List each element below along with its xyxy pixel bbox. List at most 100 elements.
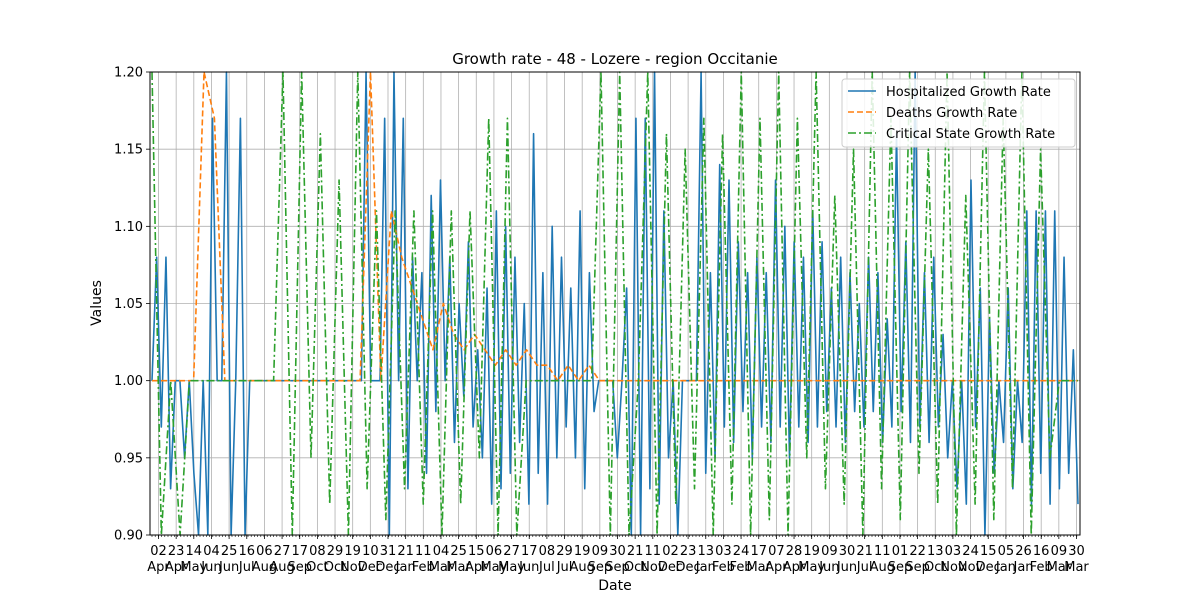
x-tick-month-label: May — [480, 560, 507, 575]
x-tick-day-label: 09 — [821, 544, 838, 559]
x-tick-month-label: May — [180, 560, 207, 575]
x-tick-month-label: Sep — [287, 560, 312, 575]
series-line-2 — [152, 71, 1078, 382]
x-tick-month-label: Apr — [465, 560, 488, 575]
x-tick-month-label: Dec — [658, 560, 683, 575]
x-tick-month-label: Aug — [569, 560, 594, 575]
x-tick-month-label: Sep — [888, 560, 913, 575]
x-tick-day-label: 02 — [150, 544, 167, 559]
x-tick-day-label: 06 — [256, 544, 273, 559]
x-tick-day-label: 02 — [662, 544, 679, 559]
x-tick-day-label: 29 — [327, 544, 344, 559]
x-tick-month-label: Oct — [624, 560, 646, 575]
x-tick-day-label: 16 — [1033, 544, 1050, 559]
x-tick-month-label: Dec — [976, 560, 1001, 575]
x-tick-day-label: 17 — [750, 544, 767, 559]
x-tick-month-label: Nov — [640, 560, 666, 575]
x-tick-day-label: 30 — [1068, 544, 1085, 559]
x-tick-day-label: 10 — [362, 544, 379, 559]
x-tick-month-label: Aug — [252, 560, 277, 575]
x-tick-day-label: 05 — [998, 544, 1015, 559]
y-tick-label: 1.15 — [114, 143, 143, 158]
x-tick-month-label: Jun — [218, 560, 239, 575]
legend-box — [841, 78, 1076, 148]
x-tick-month-label: Jun — [518, 560, 539, 575]
x-tick-month-label: Apr — [147, 560, 170, 575]
x-tick-month-label: Jul — [856, 560, 873, 575]
x-tick-month-label: Sep — [905, 560, 930, 575]
series-line-3 — [151, 71, 1078, 536]
x-tick-month-label: Aug — [269, 560, 294, 575]
x-tick-month-label: Nov — [340, 560, 366, 575]
x-tick-month-label: Nov — [940, 560, 966, 575]
x-tick-day-label: 25 — [221, 544, 238, 559]
y-tick-label: 1.05 — [114, 297, 143, 312]
x-tick-month-label: Dec — [358, 560, 383, 575]
x-tick-month-label: Mar — [1047, 560, 1072, 575]
legend-label: Hospitalized Growth Rate — [886, 85, 1051, 100]
x-tick-day-label: 14 — [186, 544, 203, 559]
x-tick-day-label: 04 — [433, 544, 450, 559]
x-tick-day-label: 24 — [962, 544, 979, 559]
plot-frame — [149, 71, 1081, 536]
x-tick-day-label: 28 — [786, 544, 803, 559]
x-tick-month-label: Dec — [375, 560, 400, 575]
x-axis-label: Date — [598, 578, 631, 594]
x-tick-day-label: 13 — [927, 544, 944, 559]
x-tick-day-label: 08 — [539, 544, 556, 559]
x-tick-month-label: Jun — [200, 560, 221, 575]
x-tick-month-label: Apr — [165, 560, 188, 575]
x-tick-month-label: Dec — [676, 560, 701, 575]
x-tick-month-label: Jul — [538, 560, 555, 575]
x-tick-day-label: 16 — [238, 544, 255, 559]
x-tick-month-label: Jul — [556, 560, 573, 575]
x-tick-month-label: Jul — [238, 560, 255, 575]
x-tick-day-label: 07 — [768, 544, 785, 559]
y-tick-label: 0.90 — [114, 529, 143, 544]
x-tick-day-label: 06 — [486, 544, 503, 559]
x-tick-month-label: Jun — [818, 560, 839, 575]
x-tick-day-label: 27 — [503, 544, 520, 559]
x-tick-day-label: 15 — [980, 544, 997, 559]
y-tick-label: 0.95 — [114, 451, 143, 466]
x-tick-month-label: Oct — [324, 560, 346, 575]
x-tick-month-label: Mar — [446, 560, 471, 575]
legend-label: Deaths Growth Rate — [886, 106, 1017, 121]
x-tick-day-label: 09 — [592, 544, 609, 559]
y-tick-label: 1.10 — [114, 220, 143, 235]
x-tick-day-label: 21 — [627, 544, 644, 559]
x-tick-day-label: 08 — [309, 544, 326, 559]
legend: Hospitalized Growth Rate Deaths Growth Ra… — [841, 78, 1076, 148]
x-tick-day-label: 29 — [556, 544, 573, 559]
x-tick-month-label: Feb — [412, 560, 435, 575]
x-tick-day-label: 17 — [291, 544, 308, 559]
x-tick-day-label: 31 — [380, 544, 397, 559]
x-tick-day-label: 19 — [344, 544, 361, 559]
x-tick-month-label: Mar — [1064, 560, 1089, 575]
y-axis: 0.90 0.95 1.00 1.05 1.10 1.15 1.20 — [114, 66, 150, 544]
x-tick-day-label: 11 — [645, 544, 662, 559]
x-tick-month-label: Apr — [765, 560, 788, 575]
x-tick-day-label: 27 — [274, 544, 291, 559]
x-tick-day-label: 21 — [397, 544, 414, 559]
y-tick-label: 1.00 — [114, 374, 143, 389]
x-tick-month-label: May — [498, 560, 525, 575]
plot-series — [151, 71, 1079, 536]
x-tick-day-label: 30 — [609, 544, 626, 559]
x-tick-day-label: 01 — [892, 544, 909, 559]
x-tick-day-label: 25 — [450, 544, 467, 559]
x-tick-month-label: Jun — [836, 560, 857, 575]
x-tick-day-label: 30 — [839, 544, 856, 559]
x-tick-day-label: 22 — [909, 544, 926, 559]
x-tick-day-label: 17 — [521, 544, 538, 559]
x-tick-month-label: May — [798, 560, 825, 575]
x-tick-month-label: Sep — [605, 560, 630, 575]
chart-title: Growth rate - 48 - Lozere - region Occit… — [452, 50, 778, 68]
x-tick-month-label: Jan — [995, 560, 1016, 575]
x-tick-month-label: Feb — [1030, 560, 1053, 575]
x-tick-day-label: 13 — [697, 544, 714, 559]
x-tick-month-label: Sep — [588, 560, 613, 575]
x-tick-day-label: 03 — [945, 544, 962, 559]
x-tick-month-label: Feb — [730, 560, 753, 575]
x-tick-month-label: Aug — [870, 560, 895, 575]
